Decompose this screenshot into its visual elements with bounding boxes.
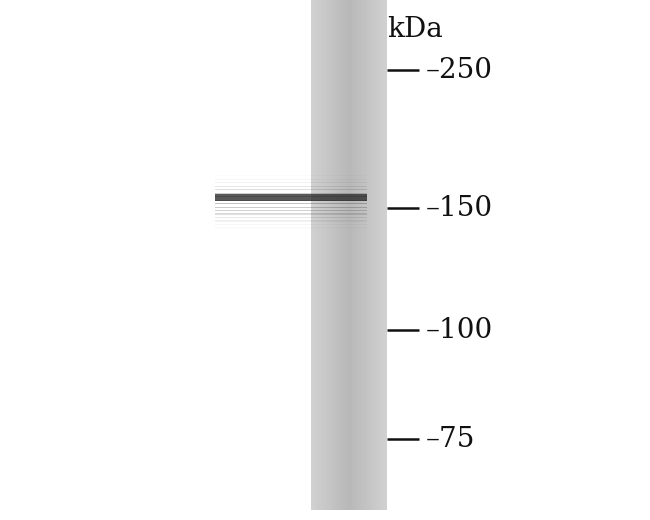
Bar — [329, 0, 330, 510]
Bar — [347, 0, 348, 510]
Bar — [330, 0, 332, 510]
Bar — [317, 0, 318, 510]
Bar — [358, 0, 360, 510]
Bar — [315, 0, 317, 510]
Bar — [323, 0, 324, 510]
Bar — [354, 0, 356, 510]
Bar — [370, 0, 371, 510]
Bar — [322, 0, 324, 510]
Bar — [356, 0, 357, 510]
Bar — [380, 0, 382, 510]
Bar — [364, 0, 365, 510]
Bar — [369, 0, 370, 510]
Bar — [356, 0, 358, 510]
Bar — [320, 0, 322, 510]
Bar — [348, 0, 350, 510]
Text: –150: –150 — [426, 194, 493, 222]
Bar — [318, 0, 320, 510]
Bar — [366, 0, 367, 510]
Bar — [370, 0, 372, 510]
Bar — [352, 0, 353, 510]
Bar — [346, 0, 348, 510]
Bar — [381, 0, 383, 510]
Bar — [367, 0, 369, 510]
Bar — [311, 0, 313, 510]
Bar — [333, 0, 335, 510]
Bar — [313, 0, 314, 510]
Bar — [384, 0, 385, 510]
Bar — [324, 0, 326, 510]
Bar — [325, 0, 326, 510]
Bar — [374, 0, 375, 510]
Bar — [379, 0, 381, 510]
Bar — [383, 0, 385, 510]
Bar — [332, 0, 333, 510]
Bar — [337, 0, 339, 510]
Bar — [317, 0, 319, 510]
Bar — [313, 0, 315, 510]
Bar — [378, 0, 380, 510]
Bar — [341, 0, 343, 510]
Bar — [360, 0, 362, 510]
Bar — [363, 0, 365, 510]
Bar — [342, 0, 344, 510]
Bar — [362, 0, 363, 510]
Text: kDa: kDa — [387, 16, 443, 43]
Bar — [336, 0, 338, 510]
Bar — [328, 0, 330, 510]
Bar — [214, 194, 367, 201]
Bar — [335, 0, 336, 510]
Bar — [376, 0, 378, 510]
Bar — [321, 0, 323, 510]
Bar — [315, 0, 316, 510]
Bar — [382, 0, 384, 510]
Text: –100: –100 — [426, 317, 493, 344]
Bar — [344, 0, 346, 510]
Bar — [352, 0, 354, 510]
Bar — [335, 0, 337, 510]
Bar — [374, 0, 376, 510]
Bar — [311, 0, 312, 510]
Bar — [377, 0, 379, 510]
Bar — [358, 0, 359, 510]
Bar — [327, 0, 328, 510]
Bar — [350, 0, 352, 510]
Bar — [348, 0, 350, 510]
Bar — [333, 0, 334, 510]
Bar — [372, 0, 374, 510]
Bar — [331, 0, 332, 510]
Bar — [359, 0, 361, 510]
Bar — [361, 0, 363, 510]
Text: –250: –250 — [426, 57, 493, 84]
Bar — [386, 0, 387, 510]
Bar — [365, 0, 367, 510]
Bar — [343, 0, 344, 510]
Bar — [345, 0, 346, 510]
Bar — [385, 0, 387, 510]
Bar — [368, 0, 369, 510]
Bar — [372, 0, 373, 510]
Bar — [354, 0, 355, 510]
Bar — [375, 0, 377, 510]
Text: –75: –75 — [426, 426, 475, 453]
Bar — [326, 0, 328, 510]
Bar — [339, 0, 341, 510]
Bar — [350, 0, 351, 510]
Bar — [340, 0, 342, 510]
Bar — [338, 0, 340, 510]
Bar — [319, 0, 321, 510]
